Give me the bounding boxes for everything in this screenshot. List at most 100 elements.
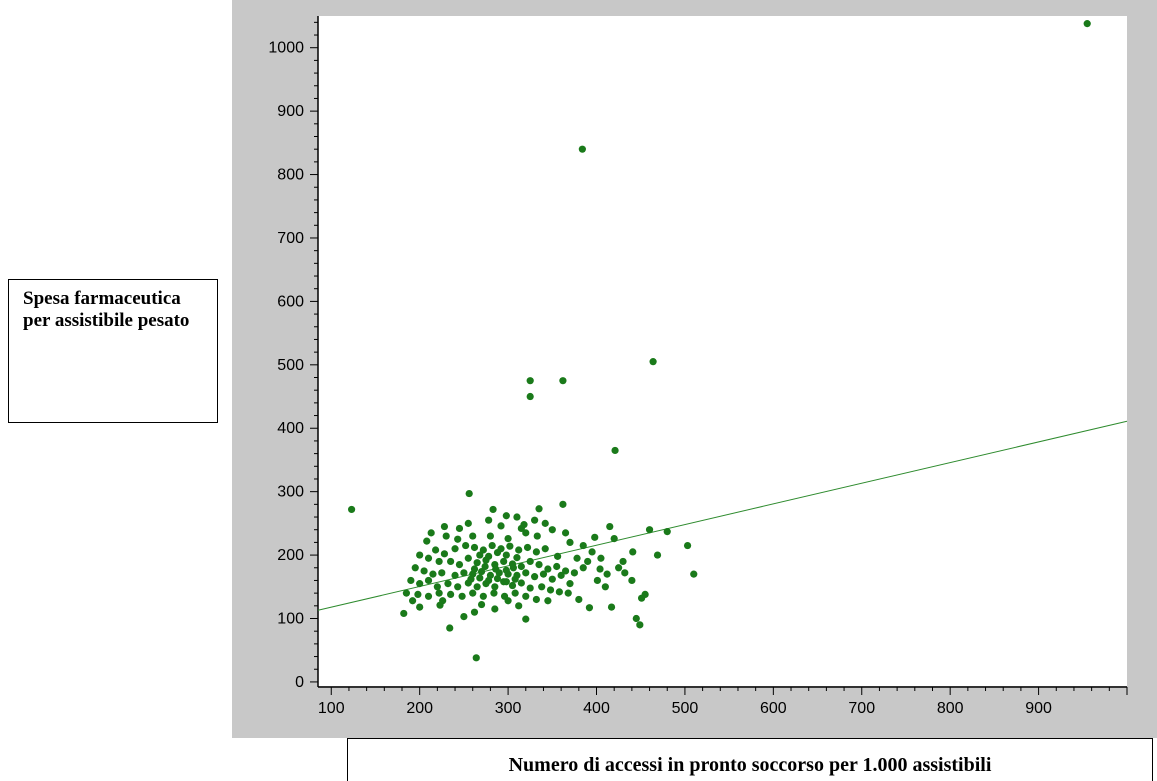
data-point — [517, 579, 525, 587]
data-point — [485, 552, 493, 560]
data-point — [533, 532, 541, 540]
data-point — [446, 624, 454, 632]
data-point — [548, 526, 556, 534]
data-point — [502, 512, 510, 520]
data-point — [603, 570, 611, 578]
data-point — [683, 541, 692, 550]
data-point — [522, 592, 530, 600]
data-point — [573, 554, 581, 562]
y-tick-label: 800 — [277, 167, 304, 184]
data-point — [429, 570, 437, 578]
data-point — [511, 575, 519, 583]
x-tick-label: 700 — [848, 700, 875, 717]
data-point — [522, 615, 530, 623]
data-point — [476, 551, 484, 559]
data-point — [544, 597, 552, 605]
data-point — [593, 576, 601, 585]
data-point — [504, 534, 512, 543]
data-point — [460, 569, 468, 577]
data-point — [497, 522, 505, 530]
data-point — [566, 538, 574, 546]
data-point — [532, 548, 540, 556]
y-tick-label: 900 — [277, 103, 304, 120]
data-point — [414, 590, 422, 599]
data-point — [502, 578, 510, 586]
data-point — [506, 542, 514, 550]
y-tick-label: 1000 — [268, 40, 304, 57]
data-point — [649, 358, 657, 366]
data-point — [532, 595, 540, 604]
data-point — [440, 550, 449, 558]
data-point — [486, 532, 495, 540]
x-axis-label-box: Numero di accessi in pronto soccorso per… — [347, 738, 1153, 781]
data-point — [485, 516, 493, 524]
data-point — [588, 548, 596, 556]
data-point — [469, 532, 477, 540]
data-point — [513, 513, 521, 521]
data-point — [465, 489, 473, 498]
data-point — [491, 605, 499, 613]
data-point — [460, 613, 468, 621]
data-point — [347, 505, 356, 514]
data-point — [433, 583, 441, 591]
data-point — [442, 532, 450, 540]
data-point — [493, 574, 502, 583]
data-point — [485, 576, 493, 585]
data-point — [535, 560, 543, 569]
x-tick-label: 800 — [937, 700, 964, 717]
data-point — [423, 537, 431, 545]
data-point — [526, 584, 534, 592]
data-point — [472, 654, 480, 662]
x-tick-label: 900 — [1025, 700, 1052, 717]
data-point — [481, 562, 489, 571]
x-axis-label: Numero di accessi in pronto soccorso per… — [508, 754, 992, 776]
data-point — [615, 564, 623, 572]
data-point — [597, 554, 605, 562]
y-tick-label: 600 — [277, 293, 304, 310]
data-point — [645, 526, 654, 534]
data-point — [531, 516, 539, 524]
y-tick-label: 0 — [295, 674, 304, 691]
data-point — [473, 559, 481, 567]
data-point — [606, 522, 614, 531]
data-point — [439, 597, 447, 605]
data-point — [621, 569, 629, 577]
data-point — [431, 546, 440, 554]
data-point — [517, 524, 525, 533]
data-point — [493, 548, 502, 557]
data-point — [559, 500, 567, 508]
data-point — [416, 603, 424, 611]
data-point — [638, 594, 646, 602]
data-point — [467, 575, 475, 583]
data-point — [447, 590, 455, 599]
data-point — [504, 597, 512, 605]
data-point — [578, 145, 586, 153]
data-point — [575, 595, 583, 604]
data-point — [424, 592, 433, 600]
data-point — [611, 446, 619, 455]
data-point — [477, 567, 486, 576]
data-point — [464, 554, 472, 562]
data-point — [447, 557, 455, 566]
data-point — [548, 575, 556, 583]
data-point — [523, 543, 532, 552]
data-point — [610, 534, 618, 543]
y-tick-label: 500 — [277, 357, 304, 374]
data-point — [502, 551, 510, 559]
data-point — [400, 609, 408, 618]
data-point — [489, 505, 497, 514]
data-point — [407, 576, 415, 585]
data-point — [479, 592, 487, 600]
data-point — [500, 557, 508, 566]
x-tick-label: 400 — [583, 700, 610, 717]
data-point — [464, 519, 472, 527]
data-point — [476, 574, 484, 582]
trend-line — [317, 420, 1128, 611]
y-tick-label: 700 — [277, 230, 304, 247]
y-tick-label: 300 — [277, 484, 304, 501]
y-tick-label: 200 — [277, 547, 304, 564]
data-point — [546, 586, 555, 594]
data-point — [515, 602, 523, 610]
data-point — [470, 543, 479, 552]
data-point — [557, 571, 565, 579]
